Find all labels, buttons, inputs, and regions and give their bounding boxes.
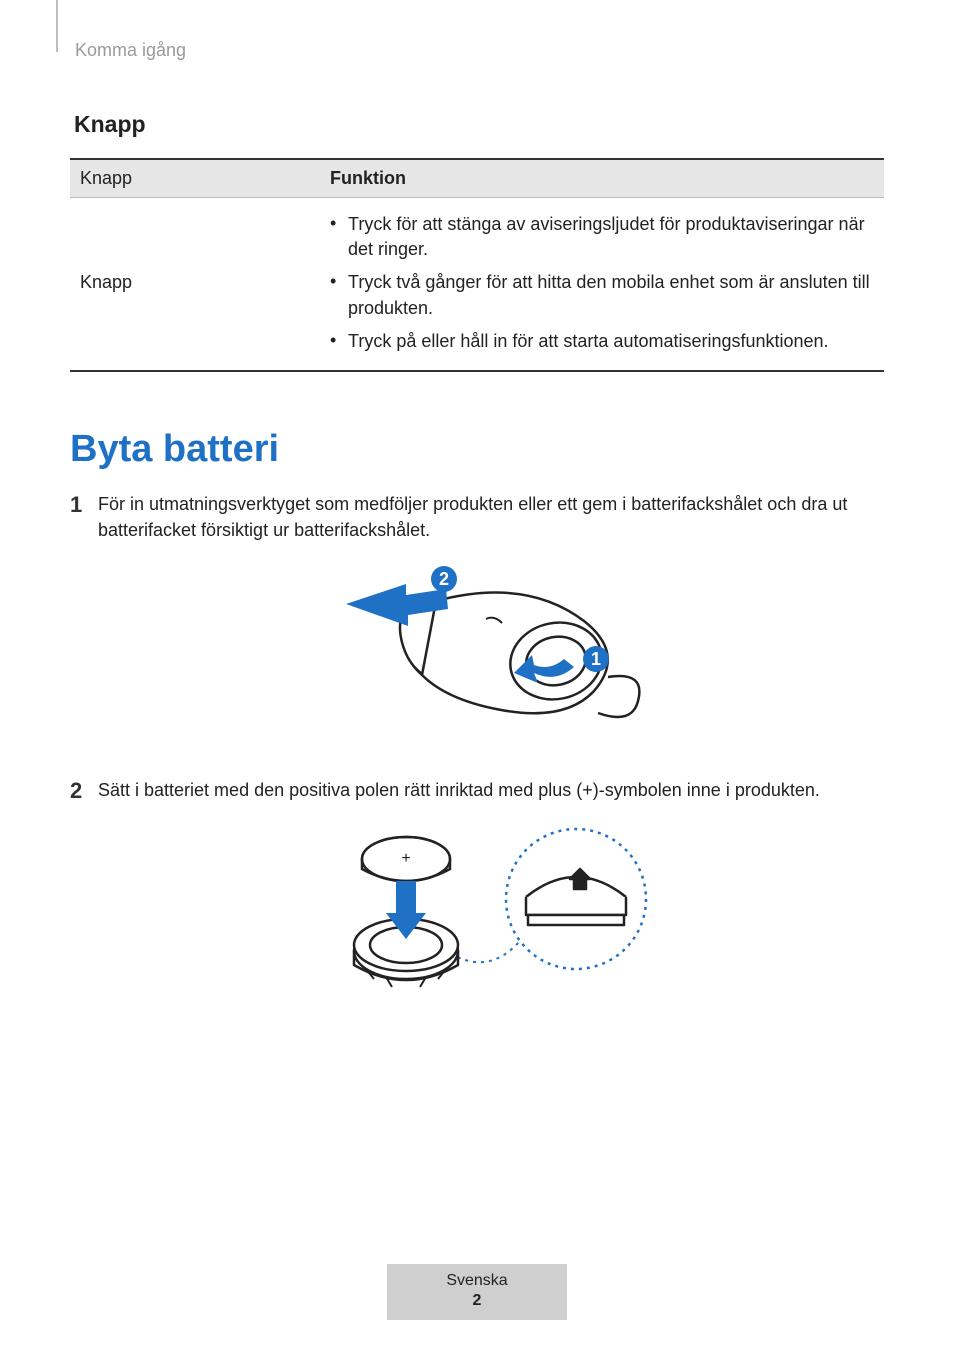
list-item: Tryck på eller håll in för att starta au… bbox=[330, 325, 874, 358]
footer-box: Svenska 2 bbox=[387, 1264, 567, 1320]
table-header-key: Knapp bbox=[70, 159, 320, 198]
step-text: Sätt i batteriet med den positiva polen … bbox=[98, 780, 820, 800]
steps-list: För in utmatningsverktyget som medföljer… bbox=[70, 491, 884, 1047]
step-2: Sätt i batteriet med den positiva polen … bbox=[70, 777, 884, 1047]
step-text: För in utmatningsverktyget som medföljer… bbox=[98, 494, 847, 540]
footer-language: Svenska bbox=[446, 1272, 507, 1289]
page-title: Byta batteri bbox=[70, 428, 884, 471]
list-item: Tryck två gånger för att hitta den mobil… bbox=[330, 266, 874, 324]
table-cell-key: Knapp bbox=[70, 198, 320, 371]
table-row: Knapp Tryck för att stänga av aviserings… bbox=[70, 198, 884, 371]
plus-symbol: + bbox=[401, 850, 410, 867]
list-item: Tryck för att stänga av aviseringsljudet… bbox=[330, 208, 874, 266]
footer-page-number: 2 bbox=[387, 1292, 567, 1310]
side-rule bbox=[56, 0, 58, 52]
figure-2: + bbox=[98, 819, 884, 999]
table-header-value: Funktion bbox=[320, 159, 884, 198]
callout-2-label: 2 bbox=[439, 569, 449, 589]
table-cell-value: Tryck för att stänga av aviseringsljudet… bbox=[320, 198, 884, 371]
section-heading: Knapp bbox=[74, 111, 884, 138]
function-list: Tryck för att stänga av aviseringsljudet… bbox=[330, 208, 874, 358]
step-1: För in utmatningsverktyget som medföljer… bbox=[70, 491, 884, 777]
callout-1-label: 1 bbox=[591, 649, 601, 669]
figure-1: 2 1 bbox=[98, 559, 884, 729]
button-function-table: Knapp Funktion Knapp Tryck för att stäng… bbox=[70, 158, 884, 372]
figure-1-svg: 2 1 bbox=[326, 559, 656, 729]
page-footer: Svenska 2 bbox=[0, 1264, 954, 1320]
running-head: Komma igång bbox=[75, 40, 884, 61]
figure-2-svg: + bbox=[326, 819, 656, 999]
